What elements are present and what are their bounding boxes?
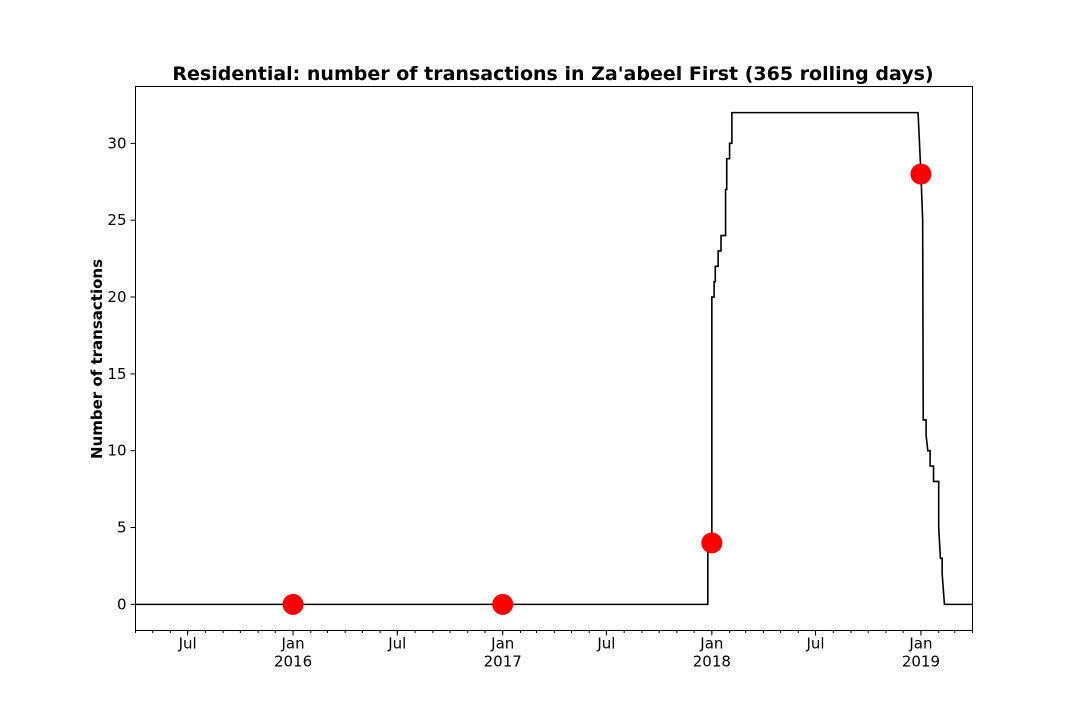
y-tick-label: 10 xyxy=(107,442,126,460)
data-point-marker xyxy=(282,593,304,615)
y-tick-label: 0 xyxy=(117,595,127,613)
y-axis-label: Number of transactions xyxy=(88,259,106,459)
data-point-marker xyxy=(910,163,932,185)
x-tick-label: Jul xyxy=(387,635,406,653)
x-tick-label: Jul xyxy=(178,635,197,653)
x-tick-year-label: 2019 xyxy=(902,653,940,671)
y-tick-label: 25 xyxy=(107,211,126,229)
y-tick-label: 30 xyxy=(107,134,126,152)
x-tick-label: Jan xyxy=(490,635,514,653)
data-point-marker xyxy=(701,532,723,554)
x-tick-label: Jul xyxy=(596,635,615,653)
x-tick-year-label: 2017 xyxy=(484,653,522,671)
y-tick-label: 15 xyxy=(107,365,126,383)
plot-area-frame xyxy=(135,86,973,631)
x-tick-label: Jan xyxy=(699,635,723,653)
x-tick-label: Jul xyxy=(805,635,824,653)
chart-title: Residential: number of transactions in Z… xyxy=(172,63,933,85)
transactions-line xyxy=(135,111,973,606)
series-markers xyxy=(282,163,932,615)
x-tick-year-label: 2018 xyxy=(693,653,731,671)
y-tick-label: 5 xyxy=(117,519,127,537)
x-tick-label: Jan xyxy=(908,635,932,653)
x-tick-label: Jan xyxy=(280,635,304,653)
x-tick-year-label: 2016 xyxy=(274,653,312,671)
y-tick-label: 20 xyxy=(107,288,126,306)
data-point-marker xyxy=(492,593,514,615)
series-lines xyxy=(135,111,973,606)
